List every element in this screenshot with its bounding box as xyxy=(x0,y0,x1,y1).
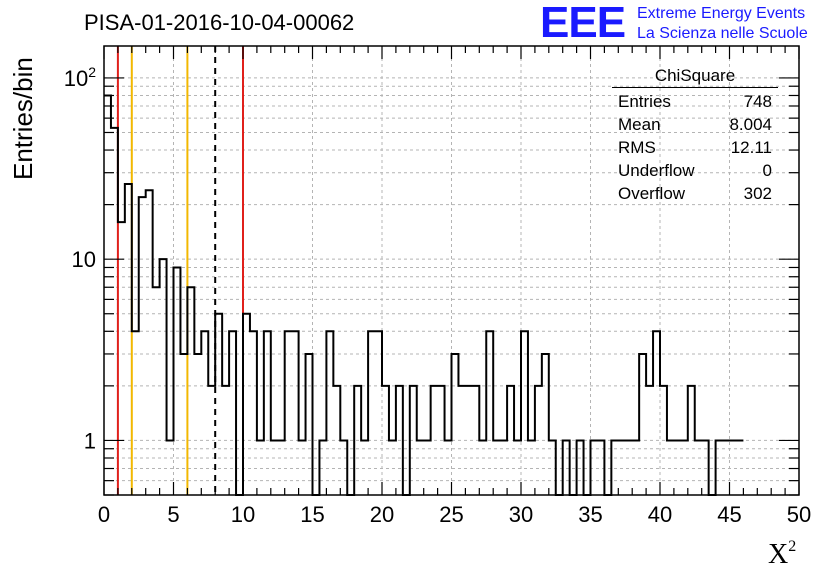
x-tick-label: 25 xyxy=(439,502,463,527)
x-axis-label-text: X xyxy=(768,539,789,570)
stats-box: ChiSquare Entries 748 Mean 8.004 RMS 12.11 … xyxy=(612,66,778,205)
stats-value: 8.004 xyxy=(729,115,772,134)
axes xyxy=(103,45,800,496)
histogram-step-line xyxy=(104,94,744,496)
x-tick-label: 0 xyxy=(98,502,110,527)
stats-label: Overflow xyxy=(618,184,686,203)
x-tick-label: 15 xyxy=(300,502,324,527)
y-tick-label: 102 xyxy=(64,64,96,91)
stats-row-overflow: Overflow 302 xyxy=(612,182,778,205)
x-tick-label: 5 xyxy=(167,502,179,527)
stats-row-underflow: Underflow 0 xyxy=(612,159,778,182)
grid-lines xyxy=(104,46,799,495)
x-tick-label: 45 xyxy=(717,502,741,527)
x-axis-label: X2 xyxy=(768,538,796,571)
logo-line2: La Scienza nelle Scuole xyxy=(637,25,808,42)
stats-label: RMS xyxy=(618,138,656,157)
x-axis-label-sup: 2 xyxy=(788,538,797,555)
y-tick-label: 1 xyxy=(84,428,96,453)
x-tick-label: 20 xyxy=(370,502,394,527)
x-tick-label: 35 xyxy=(578,502,602,527)
x-tick-label: 30 xyxy=(509,502,533,527)
stats-value: 748 xyxy=(743,92,772,111)
stats-value: 12.11 xyxy=(730,138,772,157)
stats-title: ChiSquare xyxy=(612,66,778,88)
x-tick-label: 40 xyxy=(648,502,672,527)
stats-row-rms: RMS 12.11 xyxy=(612,136,778,159)
x-tick-label: 50 xyxy=(787,502,811,527)
stats-label: Entries xyxy=(618,92,671,111)
stats-row-mean: Mean 8.004 xyxy=(612,113,778,136)
logo-line1: Extreme Energy Events xyxy=(637,5,806,22)
stats-label: Mean xyxy=(618,115,661,134)
stats-label: Underflow xyxy=(618,161,695,180)
y-tick-label: 10 xyxy=(72,247,96,272)
y-axis-label: Entries/bin xyxy=(8,57,38,180)
stats-row-entries: Entries 748 xyxy=(612,90,778,113)
chart-title: PISA-01-2016-10-04-00062 xyxy=(84,10,355,35)
stats-value: 0 xyxy=(762,161,772,180)
y-tick-labels: 1 10 102 xyxy=(64,64,96,454)
x-tick-labels: 0 5 10 15 20 25 30 35 40 45 50 xyxy=(98,502,811,527)
stats-value: 302 xyxy=(743,184,772,203)
logo-mark: EEE xyxy=(540,0,626,47)
x-tick-label: 10 xyxy=(231,502,255,527)
